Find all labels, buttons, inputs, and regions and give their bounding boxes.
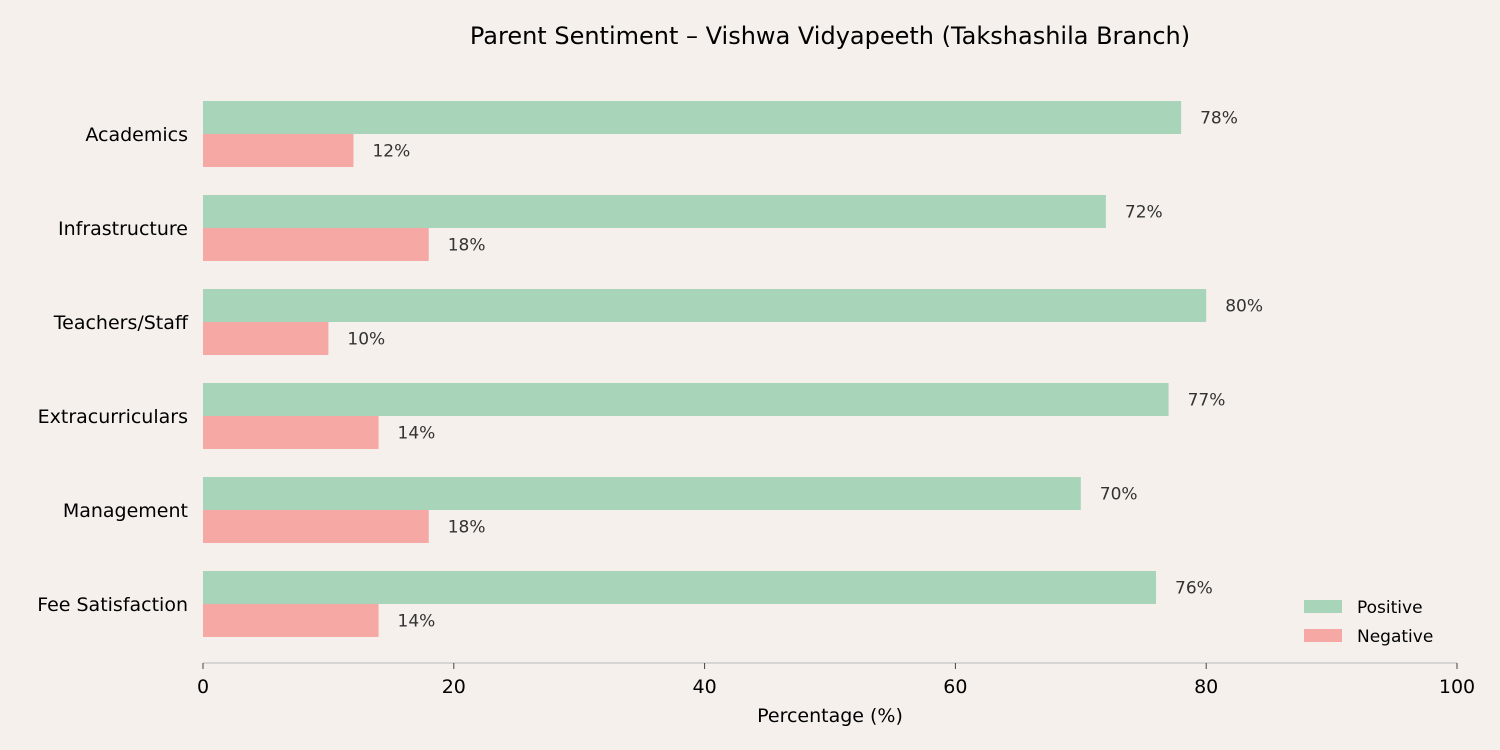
legend-label-negative: Negative [1357, 627, 1433, 647]
category-label-extracurriculars: Extracurriculars [38, 406, 188, 428]
legend-swatch-negative [1304, 629, 1342, 642]
x-tick-label-80: 80 [1194, 676, 1218, 698]
x-tick-label-60: 60 [943, 676, 967, 698]
bar-negative-teachers-staff [203, 322, 329, 355]
bar-negative-extracurriculars [203, 416, 379, 449]
category-label-management: Management [63, 500, 188, 522]
value-label-positive-management: 70% [1100, 485, 1138, 505]
value-label-negative-management: 18% [448, 518, 486, 538]
category-label-academics: Academics [85, 124, 188, 146]
bar-positive-academics [203, 101, 1182, 134]
bar-positive-extracurriculars [203, 383, 1169, 416]
legend-swatch-positive [1304, 600, 1342, 613]
x-tick-label-40: 40 [693, 676, 717, 698]
value-label-negative-academics: 12% [372, 142, 410, 162]
legend: Positive Negative [1304, 598, 1433, 647]
value-label-negative-fee-satisfaction: 14% [398, 612, 436, 632]
value-label-positive-infrastructure: 72% [1125, 203, 1163, 223]
value-label-positive-teachers-staff: 80% [1225, 297, 1263, 317]
bar-negative-infrastructure [203, 228, 429, 261]
category-label-fee-satisfaction: Fee Satisfaction [37, 594, 188, 616]
bar-negative-fee-satisfaction [203, 604, 379, 637]
bar-positive-fee-satisfaction [203, 571, 1157, 604]
category-label-teachers-staff: Teachers/Staff [53, 312, 189, 334]
x-tick-label-20: 20 [442, 676, 466, 698]
value-labels: 78% 12% 72% 18% 80% 10% 77% 14% 70% 18% 76% 14% [347, 109, 1263, 632]
bar-positive-infrastructure [203, 195, 1106, 228]
bars-group [203, 101, 1207, 637]
x-axis-ticks: 0 20 40 60 80 100 [197, 663, 1475, 698]
legend-label-positive: Positive [1357, 598, 1423, 618]
value-label-negative-infrastructure: 18% [448, 236, 486, 256]
value-label-positive-academics: 78% [1200, 109, 1238, 129]
category-labels: Academics Infrastructure Teachers/Staff Ext… [37, 124, 189, 616]
bar-positive-management [203, 477, 1081, 510]
value-label-negative-teachers-staff: 10% [347, 330, 385, 350]
category-label-infrastructure: Infrastructure [58, 218, 188, 240]
chart-title: Parent Sentiment – Vishwa Vidyapeeth (Ta… [470, 22, 1190, 50]
x-axis-title: Percentage (%) [757, 705, 903, 727]
bar-negative-academics [203, 134, 354, 167]
value-label-negative-extracurriculars: 14% [398, 424, 436, 444]
bar-positive-teachers-staff [203, 289, 1207, 322]
value-label-positive-extracurriculars: 77% [1188, 391, 1226, 411]
x-tick-label-100: 100 [1439, 676, 1475, 698]
value-label-positive-fee-satisfaction: 76% [1175, 579, 1213, 599]
x-tick-label-0: 0 [197, 676, 209, 698]
bar-negative-management [203, 510, 429, 543]
